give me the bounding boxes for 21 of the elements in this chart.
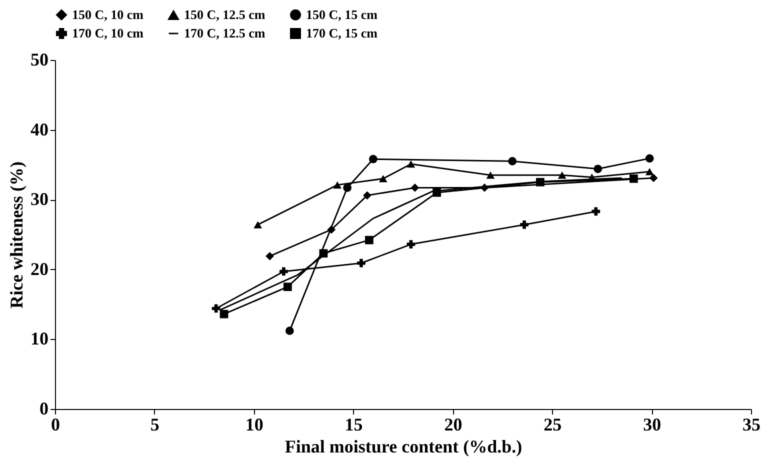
legend-label: 150 C, 15 cm	[306, 6, 378, 22]
legend-label: 170 C, 15 cm	[306, 26, 378, 40]
x-tick-label: 10	[245, 414, 264, 434]
y-tick-label: 40	[30, 119, 48, 140]
x-tick-label: 20	[444, 414, 462, 434]
x-tick-label: 30	[643, 414, 662, 434]
legend-label: 150 C, 10 cm	[72, 6, 144, 22]
y-tick-label: 10	[30, 328, 48, 349]
x-tick-label: 25	[544, 414, 562, 434]
y-tick-label: 50	[30, 50, 48, 70]
x-tick-label: 15	[344, 414, 363, 434]
y-axis-title: Rice whiteness (%)	[6, 162, 26, 308]
legend-label: 170 C, 10 cm	[72, 26, 144, 40]
legend-label: 170 C, 12.5 cm	[184, 26, 266, 40]
y-tick-label: 0	[40, 398, 48, 418]
x-tick-label: 5	[150, 414, 160, 434]
y-tick-label: 30	[30, 189, 48, 210]
x-tick-label: 35	[742, 414, 760, 434]
y-tick-label: 20	[30, 258, 48, 279]
legend-label: 150 C, 12.5 cm	[184, 7, 266, 22]
x-axis-title: Final moisture content (%d.b.)	[284, 436, 522, 456]
